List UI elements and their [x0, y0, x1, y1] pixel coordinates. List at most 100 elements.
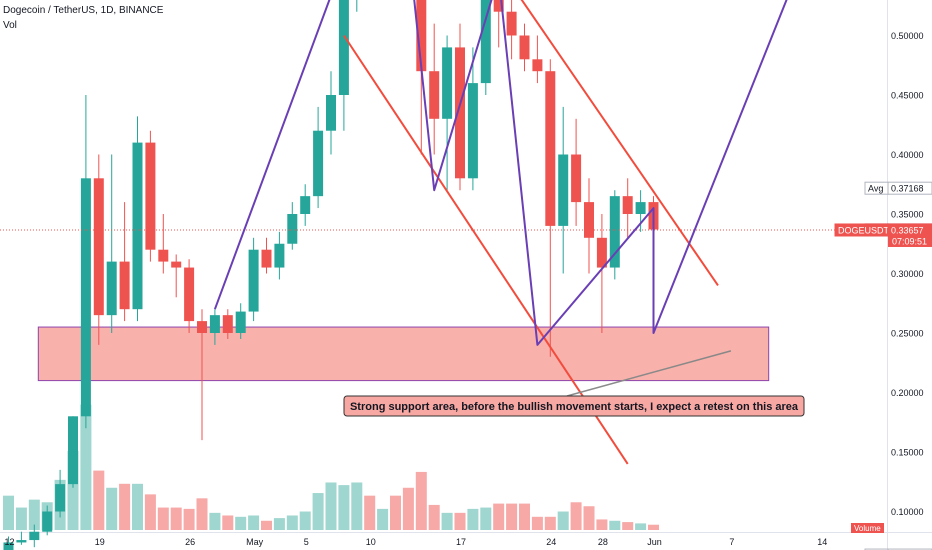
- candle-series: [3, 0, 659, 550]
- badge-label: DOGEUSDT: [838, 225, 890, 235]
- candle-body: [480, 0, 491, 84]
- candle-body: [42, 511, 53, 532]
- candle-body: [609, 196, 620, 268]
- candle-body: [80, 178, 91, 417]
- volume-bar: [364, 495, 376, 530]
- volume-series: [3, 404, 659, 530]
- candle-body: [467, 83, 478, 179]
- price-badges: High0.74000Avg0.37168Ask0.33663Bid0.3365…: [834, 181, 932, 550]
- volume-bar: [170, 507, 182, 530]
- time-tick-label: 28: [598, 537, 608, 547]
- candle-body: [300, 196, 311, 214]
- badge-value-box: [887, 181, 932, 195]
- volume-bar: [493, 503, 505, 530]
- price-scale: 0.50000 0.45000 0.40000 0.35000 0.30000 0.250…: [891, 31, 924, 517]
- time-tick-label: 26: [185, 537, 195, 547]
- price-badge-dogeusdt: DOGEUSDT 0.33657: [834, 223, 932, 237]
- volume-bar: [235, 516, 247, 530]
- volume-bar: [15, 507, 27, 530]
- price-tick-label: 0.50000: [891, 31, 924, 41]
- callout-box[interactable]: [343, 395, 805, 417]
- volume-bar: [299, 511, 311, 530]
- candle-body: [519, 35, 530, 60]
- candle-body: [558, 154, 569, 226]
- candle-body: [184, 267, 195, 322]
- badge-value: 0.37168: [891, 184, 924, 194]
- candle-body: [145, 142, 156, 250]
- candle-body: [493, 0, 504, 12]
- time-axis: 12 19 26 May 5 10 17 24 28 Jun 7 14: [4, 537, 827, 547]
- time-tick-label: 5: [304, 537, 309, 547]
- candle-body: [584, 202, 594, 238]
- time-tick-label: Jun: [647, 537, 662, 547]
- candle-body: [506, 11, 517, 36]
- candle-body: [3, 542, 14, 550]
- price-tick-label: 0.45000: [891, 91, 924, 101]
- time-tick-label: 7: [729, 537, 734, 547]
- volume-bar: [286, 515, 298, 530]
- volume-bar: [648, 524, 659, 530]
- candle-body: [261, 249, 272, 268]
- badge-value: 0.33657: [891, 225, 924, 235]
- volume-bar: [467, 508, 479, 530]
- volume-bar: [261, 520, 272, 530]
- channel-upper-line[interactable]: [383, 0, 719, 286]
- candle-body: [442, 47, 453, 119]
- projection-path[interactable]: [213, 0, 834, 346]
- candle-body: [209, 315, 220, 333]
- candle-body: [313, 130, 324, 197]
- volume-bar: [273, 518, 285, 530]
- candle-body: [29, 531, 40, 541]
- volume-bar: [557, 511, 569, 530]
- volume-bar: [144, 494, 156, 530]
- volume-tag-label: Volume: [854, 524, 881, 533]
- volume-bar: [415, 471, 427, 530]
- time-tick-label: 14: [817, 537, 827, 547]
- callout-text: Strong support area, before the bullish …: [350, 401, 799, 413]
- volume-bar: [222, 515, 234, 530]
- candle-body: [596, 237, 607, 268]
- time-tick-label: 24: [546, 537, 556, 547]
- volume-bar: [157, 507, 169, 530]
- time-tick-label: 19: [95, 537, 105, 547]
- countdown-label: 07:09:51: [892, 236, 927, 246]
- candle-body: [68, 416, 78, 485]
- candle-body: [171, 261, 182, 268]
- candle-body: [545, 71, 556, 226]
- candle-body: [571, 154, 582, 203]
- volume-bar: [519, 503, 530, 530]
- volume-bar: [67, 450, 79, 530]
- volume-bar: [544, 516, 556, 530]
- price-tick-label: 0.35000: [891, 210, 924, 220]
- volume-bar: [531, 516, 543, 530]
- volume-bar: [183, 508, 195, 530]
- volume-bar: [454, 512, 466, 530]
- candle-body: [248, 249, 259, 312]
- support-zone[interactable]: [37, 326, 770, 382]
- volume-bar: [3, 495, 14, 530]
- candle-body: [416, 0, 427, 72]
- volume-bar: [377, 508, 389, 530]
- candle-body: [326, 95, 336, 131]
- volume-bar: [132, 483, 143, 530]
- candle-body: [635, 202, 646, 214]
- candle-body: [119, 261, 130, 310]
- volume-bar: [351, 482, 363, 530]
- candle-body: [222, 315, 233, 333]
- volume-bar: [325, 482, 337, 530]
- volume-bar: [480, 507, 492, 530]
- volume-bar: [196, 498, 208, 530]
- volume-bar: [441, 512, 453, 530]
- price-tick-label: 0.25000: [891, 329, 924, 339]
- price-tick-label: 0.15000: [891, 448, 924, 458]
- time-tick-label: 17: [456, 537, 466, 547]
- candle-body: [132, 142, 143, 310]
- candle-body: [274, 243, 285, 268]
- candle-body: [55, 484, 66, 512]
- volume-bar: [609, 520, 621, 530]
- price-badge-avg: Avg 0.37168: [864, 181, 932, 195]
- candle-body: [16, 540, 27, 543]
- volume-tag-box: [851, 523, 884, 533]
